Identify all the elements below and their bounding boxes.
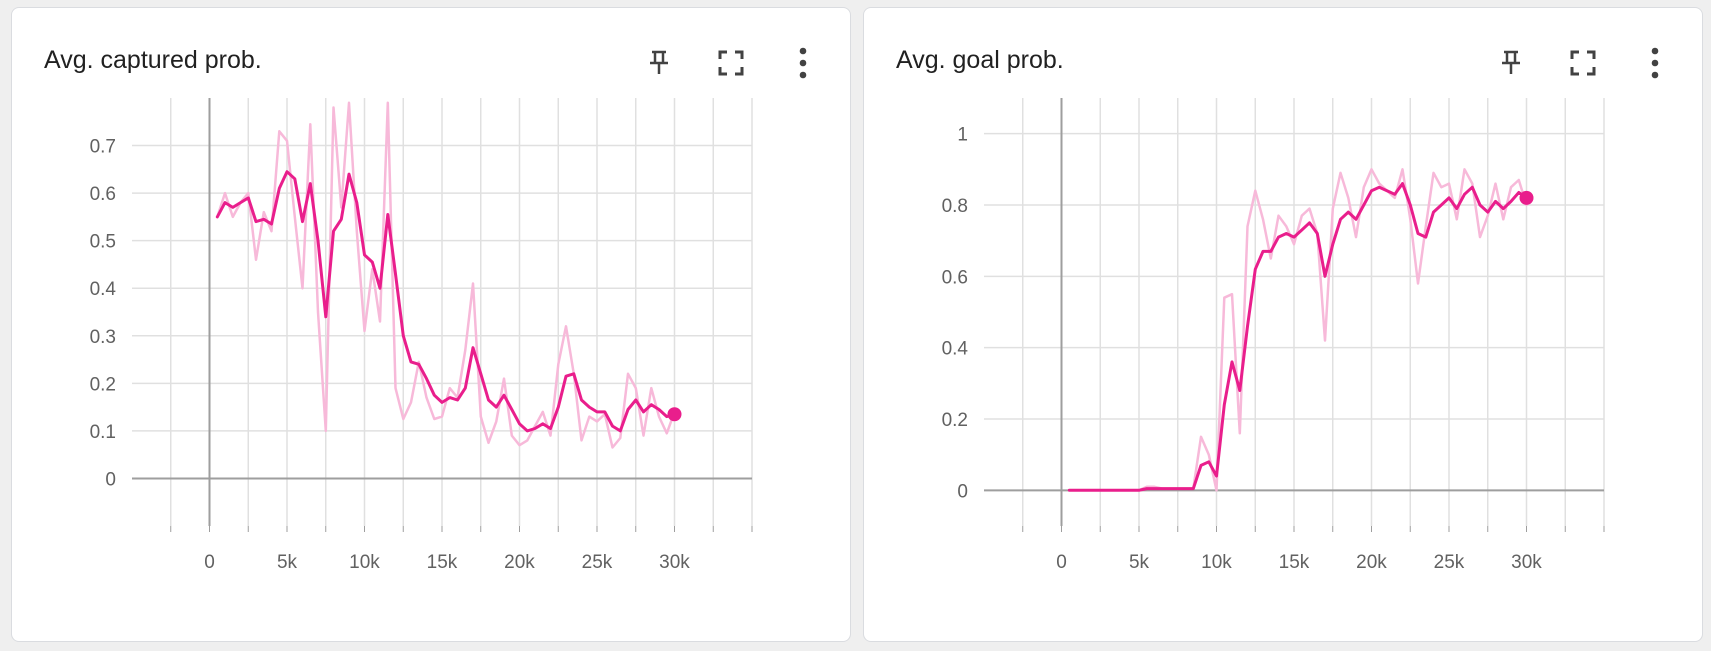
series-end-point [667, 407, 682, 422]
chart-plot-goal-prob: 0 0.2 0.4 0.6 0.8 1 0 5k 10k 15k 20k 25k 30k [942, 98, 1605, 573]
chart-title: Avg. goal prob. [896, 46, 1064, 74]
y-tick-label: 1 [957, 125, 968, 146]
y-tick-label: 0.7 [90, 137, 116, 158]
fullscreen-button[interactable] [1558, 38, 1608, 88]
pin-icon [650, 50, 668, 74]
card-actions [634, 38, 828, 88]
chart-card-captured-prob: Avg. captured prob. 0 0.1 0.2 0.3 0.4 0.5 0.6 0… [11, 7, 851, 642]
x-tick-label: 0 [1056, 552, 1067, 573]
y-tick-label: 0.4 [942, 339, 969, 360]
x-tick-label: 30k [1511, 552, 1542, 573]
more-vert-icon [799, 47, 807, 79]
x-tick-label: 0 [204, 552, 215, 573]
y-tick-label: 0.3 [90, 327, 116, 348]
x-tick-label: 10k [349, 552, 380, 573]
x-tick-label: 15k [427, 552, 458, 573]
more-vert-icon [1651, 47, 1659, 79]
series-line-smoothed [215, 170, 676, 433]
x-tick-label: 15k [1279, 552, 1310, 573]
y-tick-label: 0.4 [90, 279, 117, 300]
y-tick-label: 0 [105, 469, 116, 490]
series-line-smoothed [1067, 182, 1528, 492]
pin-icon [1502, 50, 1520, 74]
y-tick-label: 0.6 [90, 184, 116, 205]
pin-button[interactable] [1486, 38, 1536, 88]
y-tick-label: 0.8 [942, 196, 968, 217]
x-tick-label: 10k [1201, 552, 1232, 573]
chart-card-goal-prob: Avg. goal prob. 0 0.2 0.4 0.6 0.8 1 0 5k 10k 15k 2… [863, 7, 1703, 642]
fullscreen-icon [1570, 50, 1596, 76]
card-actions [1486, 38, 1680, 88]
x-tick-label: 25k [582, 552, 613, 573]
y-tick-label: 0.5 [90, 232, 116, 253]
y-tick-label: 0.6 [942, 267, 968, 288]
y-tick-label: 0.1 [90, 422, 116, 443]
series-line-raw [216, 101, 676, 449]
fullscreen-icon [718, 50, 744, 76]
more-options-button[interactable] [1630, 38, 1680, 88]
pin-button[interactable] [634, 38, 684, 88]
x-tick-label: 20k [1356, 552, 1387, 573]
x-tick-label: 5k [1129, 552, 1150, 573]
more-options-button[interactable] [778, 38, 828, 88]
series-end-point [1519, 190, 1534, 205]
y-tick-label: 0 [957, 481, 968, 502]
x-tick-label: 20k [504, 552, 535, 573]
x-tick-label: 25k [1434, 552, 1465, 573]
x-tick-label: 30k [659, 552, 690, 573]
chart-title: Avg. captured prob. [44, 46, 262, 74]
fullscreen-button[interactable] [706, 38, 756, 88]
chart-plot-captured-prob: 0 0.1 0.2 0.3 0.4 0.5 0.6 0.7 0 5k 10k 15k 20k 25k 30k [90, 98, 753, 573]
series-line-raw [1068, 168, 1528, 492]
x-tick-label: 5k [277, 552, 298, 573]
y-tick-label: 0.2 [942, 410, 968, 431]
y-tick-label: 0.2 [90, 374, 116, 395]
